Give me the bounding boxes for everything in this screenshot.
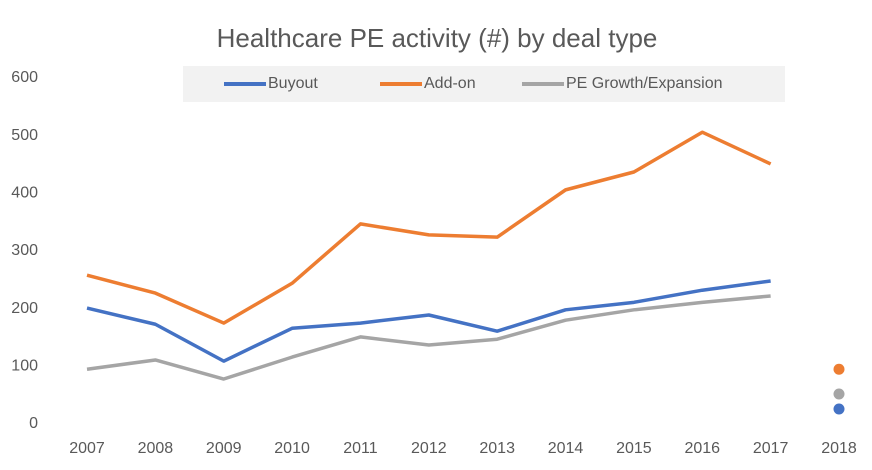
y-tick-label: 0 [29, 415, 38, 432]
chart-title: Healthcare PE activity (#) by deal type [217, 23, 658, 53]
series-line [86, 130, 772, 325]
x-tick-label: 2017 [753, 440, 789, 457]
x-tick-label: 2009 [206, 440, 242, 457]
legend-label: Buyout [268, 75, 318, 92]
y-tick-label: 300 [11, 242, 38, 259]
y-tick-label: 400 [11, 185, 38, 202]
x-tick-label: 2011 [343, 440, 378, 457]
legend-label: PE Growth/Expansion [566, 75, 723, 92]
x-tick-label: 2012 [411, 440, 447, 457]
series-marker [833, 388, 845, 400]
legend-box [183, 66, 785, 102]
x-tick-label: 2014 [548, 440, 584, 457]
x-tick-label: 2016 [684, 440, 720, 457]
x-tick-label: 2018 [821, 440, 857, 457]
x-tick-label: 2010 [274, 440, 310, 457]
x-tick-label: 2007 [69, 440, 105, 457]
y-tick-label: 500 [11, 127, 38, 144]
x-tick-label: 2015 [616, 440, 652, 457]
x-tick-label: 2013 [479, 440, 515, 457]
series-marker [833, 403, 845, 415]
series-marker [833, 363, 845, 375]
series-line [86, 279, 771, 363]
y-tick-label: 200 [11, 300, 38, 317]
y-tick-label: 600 [11, 69, 38, 86]
series-line [86, 294, 771, 381]
legend-label: Add-on [424, 75, 476, 92]
x-tick-label: 2008 [138, 440, 174, 457]
y-tick-label: 100 [11, 358, 38, 375]
